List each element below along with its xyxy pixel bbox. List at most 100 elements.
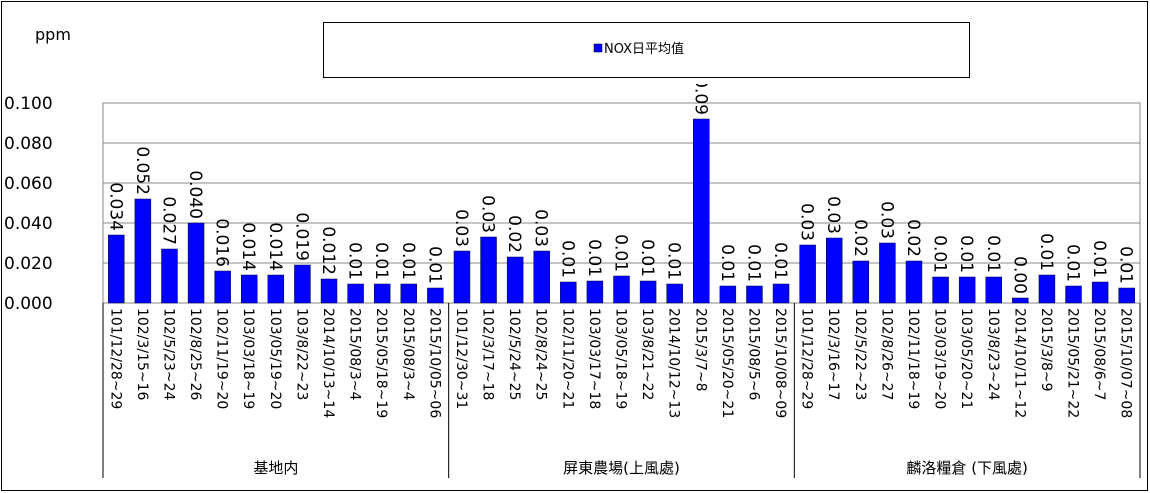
data-label: 0.027 xyxy=(158,196,178,245)
x-tick-label: 2015/05/21~22 xyxy=(1065,308,1081,418)
x-tick-label: 102/8/26~27 xyxy=(878,308,894,400)
x-tick-label: 103/05/19~20 xyxy=(267,308,283,409)
x-tick-label: 2015/10/05~06 xyxy=(426,308,442,418)
x-tick-label: 102/11/18~19 xyxy=(905,308,921,409)
data-label: 0.03 xyxy=(797,203,817,241)
bar xyxy=(134,198,152,304)
x-tick-label: 102/3/16~17 xyxy=(825,308,841,400)
bar xyxy=(506,256,524,304)
data-label: 0.01 xyxy=(398,242,418,280)
x-tick-label: 102/5/23~24 xyxy=(160,308,176,401)
bar xyxy=(480,236,497,304)
bar xyxy=(108,234,125,304)
bar xyxy=(347,283,364,304)
bar xyxy=(746,285,763,304)
data-label: 0.01 xyxy=(1036,233,1056,271)
bar xyxy=(613,275,630,304)
data-label: 0.019 xyxy=(291,212,311,261)
x-tick-label: 2015/08/5~6 xyxy=(745,308,761,401)
data-label: 0.040 xyxy=(185,170,205,219)
y-tick-label: 0.000 xyxy=(4,294,53,314)
x-tick-label: 103/05/18~19 xyxy=(613,308,629,409)
y-axis-label: ppm xyxy=(35,25,71,44)
bar xyxy=(187,222,205,304)
bar xyxy=(400,283,418,304)
x-tick-label: 2014/10/13~14 xyxy=(320,308,336,418)
bar xyxy=(985,276,1002,304)
x-tick-label: 101/12/30~31 xyxy=(453,308,469,409)
bar xyxy=(905,260,923,304)
y-tick-label: 0.060 xyxy=(4,174,53,194)
x-tick-label: 103/03/19~20 xyxy=(932,308,948,409)
bar xyxy=(560,281,577,304)
bar xyxy=(214,270,231,304)
data-label: 0.01 xyxy=(664,242,684,280)
data-label: 0.014 xyxy=(265,222,285,271)
x-tick-label: 2015/10/07~08 xyxy=(1118,308,1134,418)
bar xyxy=(666,283,683,304)
bar xyxy=(1118,287,1135,304)
data-label: 0.01 xyxy=(611,234,631,272)
x-tick-label: 102/8/25~26 xyxy=(187,308,203,401)
data-label: 0.014 xyxy=(238,222,258,271)
y-tick-label: 0.100 xyxy=(4,94,53,114)
group-label: 屏東農場(上風處) xyxy=(563,459,680,477)
x-tick-label: 2014/10/12~13 xyxy=(666,308,682,418)
bar xyxy=(1038,274,1056,304)
bar xyxy=(958,276,976,304)
x-tick-label: 2015/05/18~19 xyxy=(373,308,389,418)
bar xyxy=(241,274,258,304)
bar xyxy=(799,244,816,304)
x-tick-label: 2015/10/08~09 xyxy=(772,308,788,418)
data-label: 0.01 xyxy=(956,235,976,273)
bar xyxy=(320,278,338,304)
data-labels: 0.034 0.052 0.027 0.040 0.016 0.014 0.014 0.019… xyxy=(105,77,1135,294)
x-tick-label: 103/8/21~22 xyxy=(639,308,655,400)
data-label: 0.01 xyxy=(345,242,365,280)
data-label: 0.03 xyxy=(876,201,896,239)
data-label: 0.02 xyxy=(504,215,524,253)
x-tick-label: 2015/05/20~21 xyxy=(719,308,735,418)
data-label: 0.034 xyxy=(105,182,125,231)
data-label: 0.01 xyxy=(637,239,657,277)
data-label: 0.01 xyxy=(717,244,737,282)
data-label: 0.09 xyxy=(690,77,710,115)
bar xyxy=(1065,285,1082,304)
data-label: 0.01 xyxy=(743,244,763,282)
bar xyxy=(427,287,444,304)
x-tick-label: 103/03/18~19 xyxy=(240,308,256,409)
bar xyxy=(825,237,843,304)
bar xyxy=(1091,281,1109,304)
y-tick-label: 0.080 xyxy=(4,134,53,154)
x-tick-label: 102/11/20~21 xyxy=(559,308,575,409)
bar xyxy=(161,248,178,304)
x-tick-label: 102/8/24~25 xyxy=(533,308,549,400)
y-tick-label: 0.040 xyxy=(4,214,53,234)
data-label: 0.012 xyxy=(318,226,338,275)
y-tick-label: 0.020 xyxy=(4,254,53,274)
x-tick-label: 103/05/20~21 xyxy=(958,308,974,409)
x-tick-label: 103/8/23~24 xyxy=(985,308,1001,401)
bar xyxy=(373,283,391,304)
x-tick-label: 2015/08/3~4 xyxy=(347,308,363,401)
data-label: 0.03 xyxy=(478,195,498,233)
data-label: 0.01 xyxy=(1063,244,1083,282)
legend xyxy=(323,22,970,78)
x-tick-label: 2015/08/3~4 xyxy=(400,308,416,401)
data-label: 0.01 xyxy=(1089,240,1109,278)
x-tick-label: 102/3/17~18 xyxy=(480,308,496,400)
x-tick-label: 102/11/19~20 xyxy=(214,308,230,409)
data-label: 0.01 xyxy=(770,242,790,280)
data-label: 0.01 xyxy=(371,242,391,280)
x-tick-label: 2014/10/11~12 xyxy=(1011,308,1027,418)
data-label: 0.02 xyxy=(850,219,870,257)
group-label: 麟洛糧倉 (下風處) xyxy=(906,459,1027,477)
data-label: 0.00 xyxy=(1009,256,1029,294)
data-label: 0.01 xyxy=(557,240,577,278)
x-tick-label: 101/12/28~29 xyxy=(107,308,123,409)
x-tick-label: 2015/08/6~7 xyxy=(1091,308,1107,400)
x-tick-label: 102/5/24~25 xyxy=(506,308,522,400)
x-tick-label: 2015/3/8~9 xyxy=(1038,308,1054,392)
